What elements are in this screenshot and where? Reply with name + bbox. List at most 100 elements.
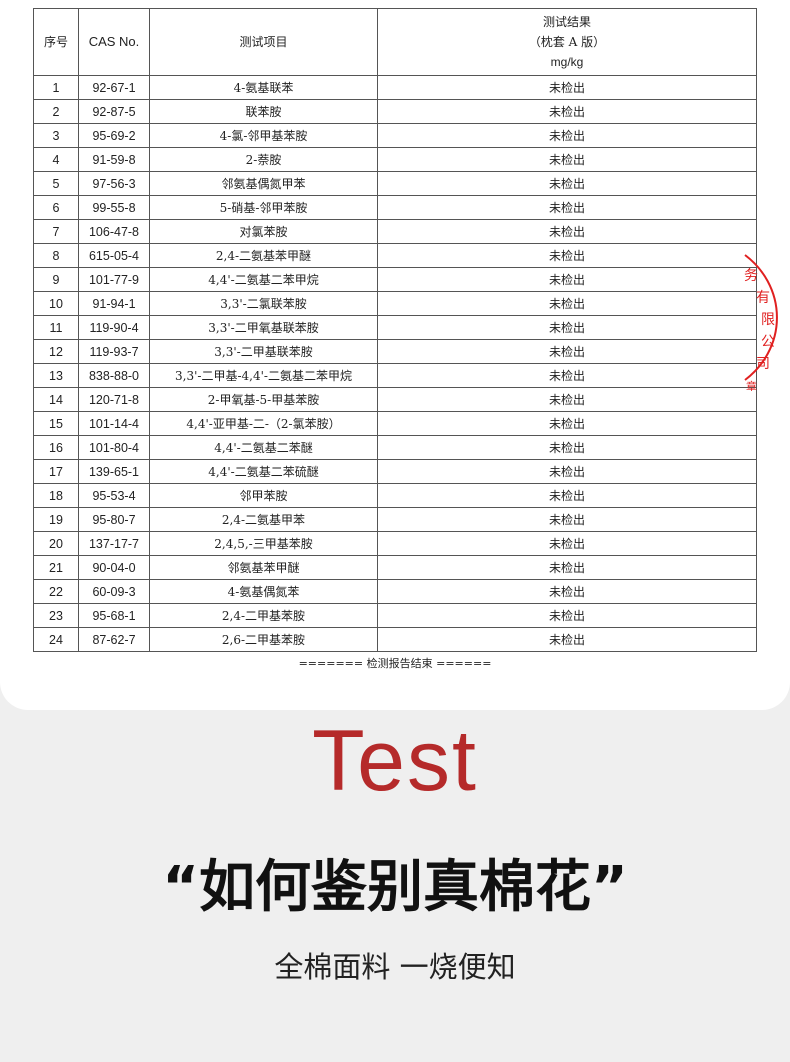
- row-cas: 91-94-1: [78, 291, 150, 316]
- row-item: 邻甲苯胺: [149, 483, 378, 508]
- row-result: 未检出: [377, 459, 757, 484]
- row-no: 7: [33, 219, 79, 244]
- row-cas: 106-47-8: [78, 219, 150, 244]
- row-item: 4,4'-二氨基二苯硫醚: [149, 459, 378, 484]
- svg-text:有: 有: [756, 290, 770, 306]
- row-result: 未检出: [377, 315, 757, 340]
- row-no: 19: [33, 507, 79, 532]
- row-item: 3,3'-二甲氧基联苯胺: [149, 315, 378, 340]
- table-row: 3 95-69-2 4-氯-邻甲基苯胺 未检出: [33, 123, 757, 148]
- row-result: 未检出: [377, 219, 757, 244]
- row-result: 未检出: [377, 171, 757, 196]
- header-result: 测试结果 （枕套 A 版） mg/kg: [377, 8, 757, 76]
- row-no: 17: [33, 459, 79, 484]
- row-result: 未检出: [377, 483, 757, 508]
- row-result: 未检出: [377, 411, 757, 436]
- page-title: “如何鉴别真棉花”: [162, 855, 628, 920]
- svg-text:务: 务: [744, 268, 758, 284]
- row-item: 3,3'-二氯联苯胺: [149, 291, 378, 316]
- row-result: 未检出: [377, 75, 757, 100]
- row-item: 2,6-二甲基苯胺: [149, 627, 378, 652]
- row-result: 未检出: [377, 603, 757, 628]
- table-row: 23 95-68-1 2,4-二甲基苯胺 未检出: [33, 603, 757, 628]
- svg-text:章: 章: [746, 379, 757, 393]
- table-row: 21 90-04-0 邻氨基苯甲醚 未检出: [33, 555, 757, 580]
- table-row: 9 101-77-9 4,4'-二氨基二苯甲烷 未检出: [33, 267, 757, 292]
- table-body: 1 92-67-1 4-氨基联苯 未检出 2 92-87-5 联苯胺 未检出 3 95-69-2 4…: [33, 75, 757, 652]
- row-result: 未检出: [377, 555, 757, 580]
- row-result: 未检出: [377, 579, 757, 604]
- row-item: 4,4'-二氨基二苯甲烷: [149, 267, 378, 292]
- row-cas: 95-69-2: [78, 123, 150, 148]
- row-cas: 95-80-7: [78, 507, 150, 532]
- row-item: 2,4-二氨基甲苯: [149, 507, 378, 532]
- table-header-row: 序号 CAS No. 测试项目 测试结果 （枕套 A 版） mg/kg: [33, 8, 757, 76]
- row-no: 14: [33, 387, 79, 412]
- row-result: 未检出: [377, 147, 757, 172]
- row-cas: 95-53-4: [78, 483, 150, 508]
- header-result-title: 测试结果: [542, 15, 591, 29]
- row-cas: 99-55-8: [78, 195, 150, 220]
- row-no: 22: [33, 579, 79, 604]
- row-cas: 92-67-1: [78, 75, 150, 100]
- test-report-card: 序号 CAS No. 测试项目 测试结果 （枕套 A 版） mg/kg 1 9 2-…: [0, 0, 790, 710]
- row-cas: 119-93-7: [78, 339, 150, 364]
- table-row: 6 99-55-8 5-硝基-邻甲苯胺 未检出: [33, 195, 757, 220]
- row-item: 4,4'-二氨基二苯醚: [149, 435, 378, 460]
- row-item: 2-甲氧基-5-甲基苯胺: [149, 387, 378, 412]
- row-cas: 615-05-4: [78, 243, 150, 268]
- row-item: 4-氨基联苯: [149, 75, 378, 100]
- row-result: 未检出: [377, 627, 757, 652]
- row-result: 未检出: [377, 435, 757, 460]
- table-row: 18 95-53-4 邻甲苯胺 未检出: [33, 483, 757, 508]
- table-row: 17 139-65-1 4,4'-二氨基二苯硫醚 未检出: [33, 459, 757, 484]
- row-no: 15: [33, 411, 79, 436]
- row-cas: 139-65-1: [78, 459, 150, 484]
- row-cas: 838-88-0: [78, 363, 150, 388]
- row-no: 4: [33, 147, 79, 172]
- row-no: 9: [33, 267, 79, 292]
- row-item: 4-氯-邻甲基苯胺: [149, 123, 378, 148]
- test-report-table: 序号 CAS No. 测试项目 测试结果 （枕套 A 版） mg/kg 1 9 2-…: [33, 8, 757, 652]
- row-item: 联苯胺: [149, 99, 378, 124]
- row-item: 4,4'-亚甲基-二-（2-氯苯胺）: [149, 411, 378, 436]
- row-item: 邻氨基苯甲醚: [149, 555, 378, 580]
- row-cas: 137-17-7: [78, 531, 150, 556]
- row-cas: 97-56-3: [78, 171, 150, 196]
- row-cas: 60-09-3: [78, 579, 150, 604]
- row-cas: 87-62-7: [78, 627, 150, 652]
- row-result: 未检出: [377, 531, 757, 556]
- table-row: 15 101-14-4 4,4'-亚甲基-二-（2-氯苯胺） 未检出: [33, 411, 757, 436]
- report-content: 序号 CAS No. 测试项目 测试结果 （枕套 A 版） mg/kg 1 9 2-…: [33, 8, 757, 671]
- row-item: 对氯苯胺: [149, 219, 378, 244]
- row-result: 未检出: [377, 291, 757, 316]
- row-no: 13: [33, 363, 79, 388]
- row-cas: 119-90-4: [78, 315, 150, 340]
- table-row: 16 101-80-4 4,4'-二氨基二苯醚 未检出: [33, 435, 757, 460]
- svg-text:公: 公: [761, 334, 775, 350]
- row-item: 2,4,5,-三甲基苯胺: [149, 531, 378, 556]
- row-result: 未检出: [377, 123, 757, 148]
- row-no: 3: [33, 123, 79, 148]
- row-no: 23: [33, 603, 79, 628]
- table-row: 7 106-47-8 对氯苯胺 未检出: [33, 219, 757, 244]
- header-no: 序号: [33, 8, 79, 76]
- row-item: 4-氨基偶氮苯: [149, 579, 378, 604]
- row-no: 24: [33, 627, 79, 652]
- row-no: 10: [33, 291, 79, 316]
- row-item: 3,3'-二甲基联苯胺: [149, 339, 378, 364]
- row-result: 未检出: [377, 99, 757, 124]
- row-cas: 91-59-8: [78, 147, 150, 172]
- test-heading: Test: [312, 713, 478, 809]
- row-no: 18: [33, 483, 79, 508]
- row-no: 2: [33, 99, 79, 124]
- row-no: 8: [33, 243, 79, 268]
- company-seal-stamp: 务 有 限 公 司 章: [744, 254, 778, 393]
- row-item: 2,4-二甲基苯胺: [149, 603, 378, 628]
- svg-text:司: 司: [756, 356, 770, 372]
- table-row: 22 60-09-3 4-氨基偶氮苯 未检出: [33, 579, 757, 604]
- header-item: 测试项目: [149, 8, 378, 76]
- row-cas: 95-68-1: [78, 603, 150, 628]
- row-result: 未检出: [377, 195, 757, 220]
- row-item: 5-硝基-邻甲苯胺: [149, 195, 378, 220]
